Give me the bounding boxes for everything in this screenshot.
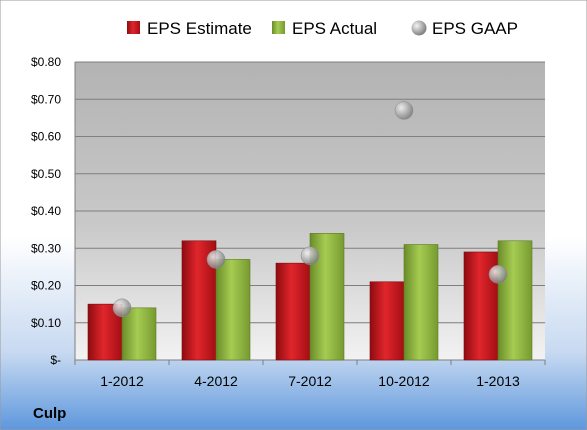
y-tick-label: $0.50 [31, 167, 61, 181]
bar-eps-estimate [87, 303, 123, 361]
bar-eps-estimate [275, 262, 311, 361]
axis-layer: $- $0.10 $0.20 $0.30 $0.40 $0.50 $0.60 $0.70 $0.… [31, 55, 546, 389]
legend-swatch [127, 21, 140, 34]
legend-swatch [411, 20, 427, 36]
x-tick-label: 7-2012 [288, 373, 332, 389]
point-eps-gaap [394, 101, 414, 120]
y-tick-label: $0.40 [31, 204, 61, 218]
x-tick-label: 1-2012 [100, 373, 144, 389]
bar-eps-actual [403, 244, 439, 361]
y-tick-label: $0.80 [31, 55, 61, 69]
legend-label: EPS Actual [292, 19, 377, 38]
y-tick-label: $0.10 [31, 316, 61, 330]
x-tick-label: 4-2012 [194, 373, 238, 389]
legend: EPS Estimate EPS Actual EPS GAAP [127, 19, 518, 38]
legend-label: EPS GAAP [432, 19, 518, 38]
legend-label: EPS Estimate [147, 19, 252, 38]
x-tick-label: 1-2013 [476, 373, 520, 389]
y-tick-label: $0.30 [31, 241, 61, 255]
x-tick-label: 10-2012 [378, 373, 430, 389]
bar-eps-actual [121, 307, 157, 361]
company-label: Culp [33, 405, 66, 422]
bar-eps-estimate [369, 281, 405, 361]
y-tick-label: $0.70 [31, 92, 61, 106]
point-eps-gaap [300, 246, 320, 265]
legend-swatch [272, 21, 285, 34]
point-eps-gaap [206, 250, 226, 269]
bar-eps-actual [497, 240, 533, 361]
bar-layer [87, 233, 533, 361]
point-layer [112, 101, 508, 318]
bar-eps-actual [215, 259, 251, 361]
y-tick-label: $0.20 [31, 279, 61, 293]
y-tick-label: $0.60 [31, 130, 61, 144]
point-eps-gaap [488, 265, 508, 284]
point-eps-gaap [112, 298, 132, 318]
y-tick-label: $- [50, 353, 61, 367]
